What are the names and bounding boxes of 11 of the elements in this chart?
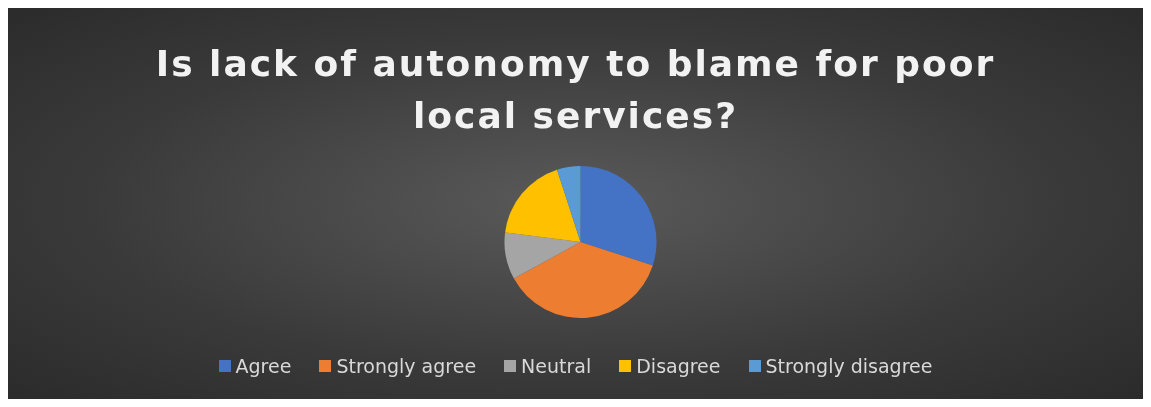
pie-slice	[513, 242, 653, 318]
pie-slice	[580, 166, 657, 266]
legend-label: Agree	[235, 355, 292, 377]
legend-label: Strongly agree	[336, 355, 477, 377]
chart-title: Is lack of autonomy to blame for poor local services?	[154, 42, 997, 138]
pie-slice	[504, 232, 581, 279]
pie-slice	[557, 166, 581, 242]
legend-label: Neutral	[521, 355, 592, 377]
legend-label: Disagree	[636, 355, 721, 377]
legend-label: Strongly disagree	[765, 355, 933, 377]
pie-slice	[505, 169, 581, 242]
